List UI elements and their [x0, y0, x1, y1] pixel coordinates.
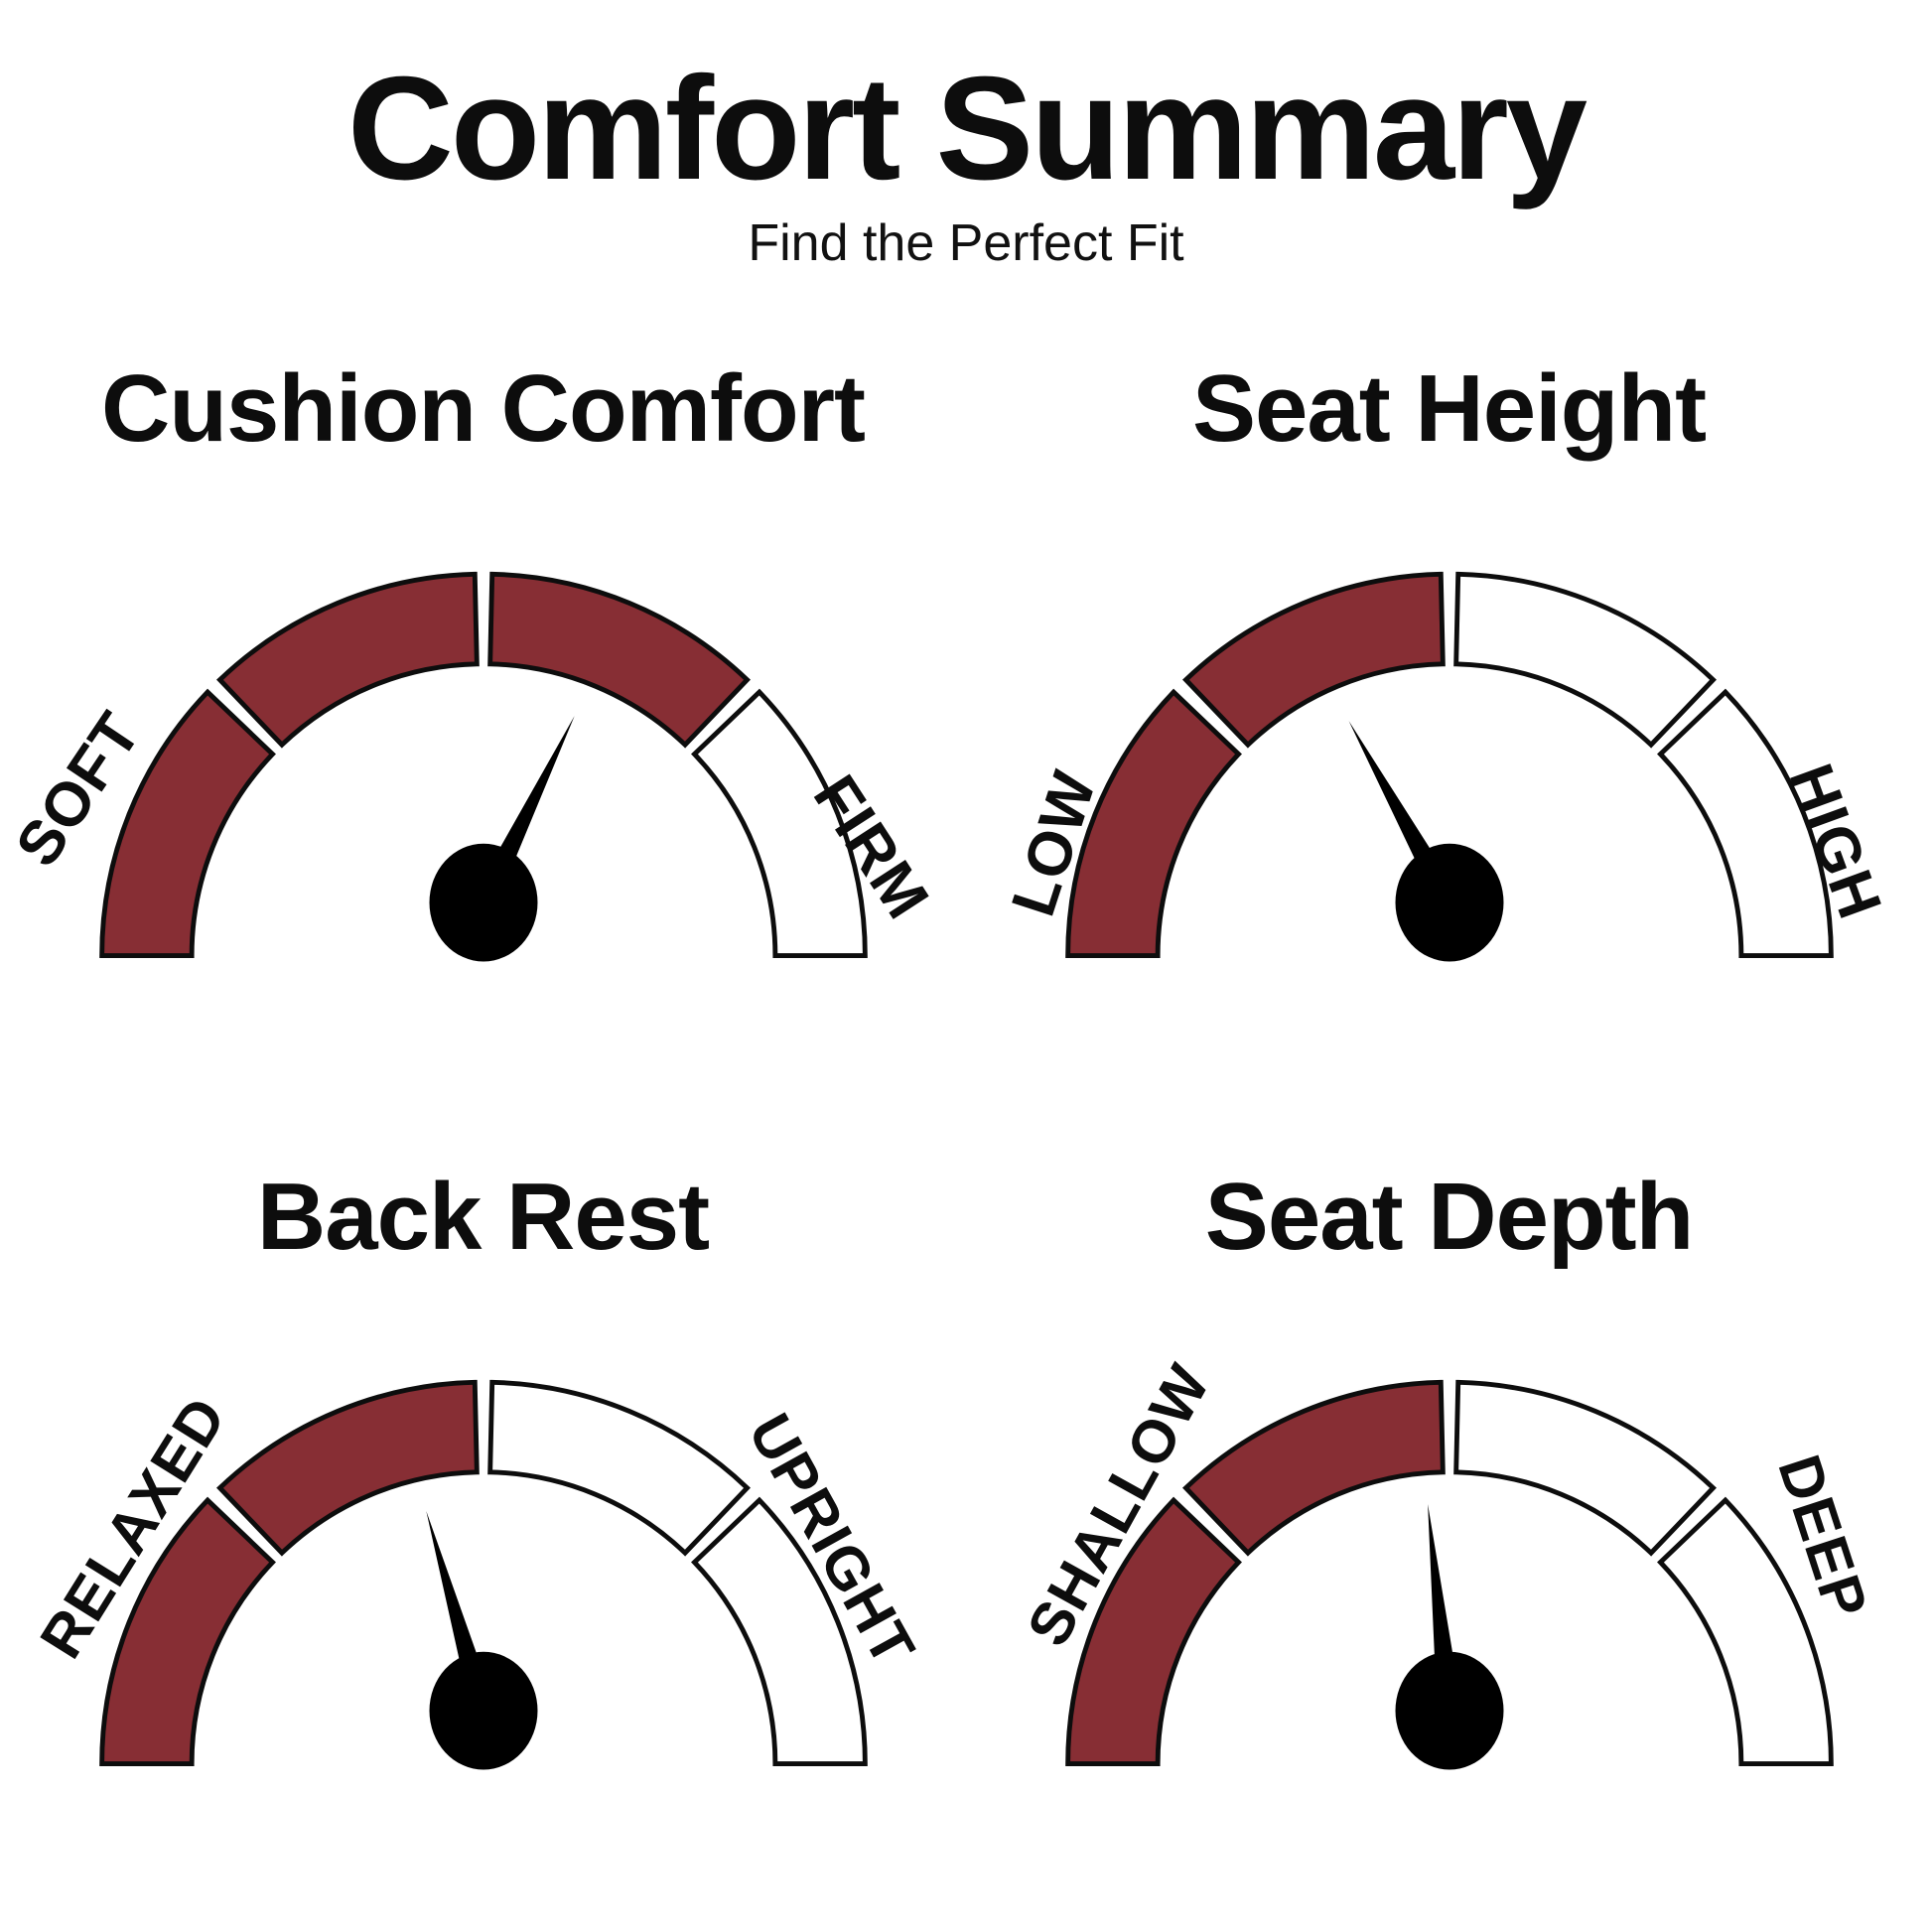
gauge-title-back-rest: Back Rest	[256, 1164, 710, 1271]
gauge-section-cushion-comfort: Cushion Comfort SOFT FIRM	[15, 354, 952, 1014]
gauge-svg-seat-depth: SHALLOW DEEP	[1013, 1353, 1880, 1770]
gauge-title-seat-height: Seat Height	[1191, 355, 1707, 463]
gauge-needle-hub	[429, 844, 537, 962]
gauge-chart-seat-height: LOW HIGH	[981, 511, 1918, 1014]
gauge-title-seat-depth: Seat Depth	[1204, 1164, 1694, 1271]
gauge-segment-2-filled	[1181, 1380, 1446, 1557]
gauge-chart-back-rest: RELAXED UPRIGHT	[15, 1319, 952, 1822]
gauge-segment-1-filled	[1064, 689, 1242, 959]
gauge-segment-4-empty	[690, 689, 868, 959]
gauge-segment-4-empty	[1656, 1497, 1834, 1767]
gauge-segment-3-empty	[1452, 572, 1717, 749]
gauge-segment-1-filled	[1064, 1497, 1242, 1767]
gauge-segment-3-empty	[486, 1380, 751, 1557]
gauge-needle-hub	[1395, 844, 1503, 962]
gauge-segment-3-filled	[486, 572, 751, 749]
gauge-segment-4-empty	[1656, 689, 1834, 959]
gauge-segment-2-filled	[215, 572, 480, 749]
gauge-segment-4-empty	[690, 1497, 868, 1767]
gauge-grid: Cushion Comfort SOFT FIRM Seat Height LOW…	[0, 354, 1932, 1822]
page-title: Comfort Summary	[346, 47, 1587, 210]
gauge-segment-2-filled	[215, 1380, 480, 1557]
gauge-segment-2-filled	[1181, 572, 1446, 749]
gauge-title-cushion-comfort: Cushion Comfort	[101, 355, 866, 463]
gauge-svg-seat-height: LOW HIGH	[999, 572, 1893, 962]
gauge-svg-cushion-comfort: SOFT FIRM	[15, 572, 941, 962]
gauge-section-seat-depth: Seat Depth SHALLOW DEEP	[981, 1163, 1918, 1822]
gauge-segment-3-empty	[1452, 1380, 1717, 1557]
gauge-needle-hub	[429, 1652, 537, 1770]
gauge-chart-cushion-comfort: SOFT FIRM	[15, 511, 952, 1014]
page-header: Comfort Summary Find the Perfect Fit	[0, 0, 1932, 273]
page-subtitle: Find the Perfect Fit	[748, 214, 1184, 273]
gauge-segment-1-filled	[98, 689, 276, 959]
gauge-segment-1-filled	[98, 1497, 276, 1767]
gauge-section-back-rest: Back Rest RELAXED UPRIGHT	[15, 1163, 952, 1822]
gauge-chart-seat-depth: SHALLOW DEEP	[981, 1319, 1918, 1822]
gauge-svg-back-rest: RELAXED UPRIGHT	[26, 1380, 928, 1770]
gauge-section-seat-height: Seat Height LOW HIGH	[981, 354, 1918, 1014]
gauge-needle-hub	[1395, 1652, 1503, 1770]
